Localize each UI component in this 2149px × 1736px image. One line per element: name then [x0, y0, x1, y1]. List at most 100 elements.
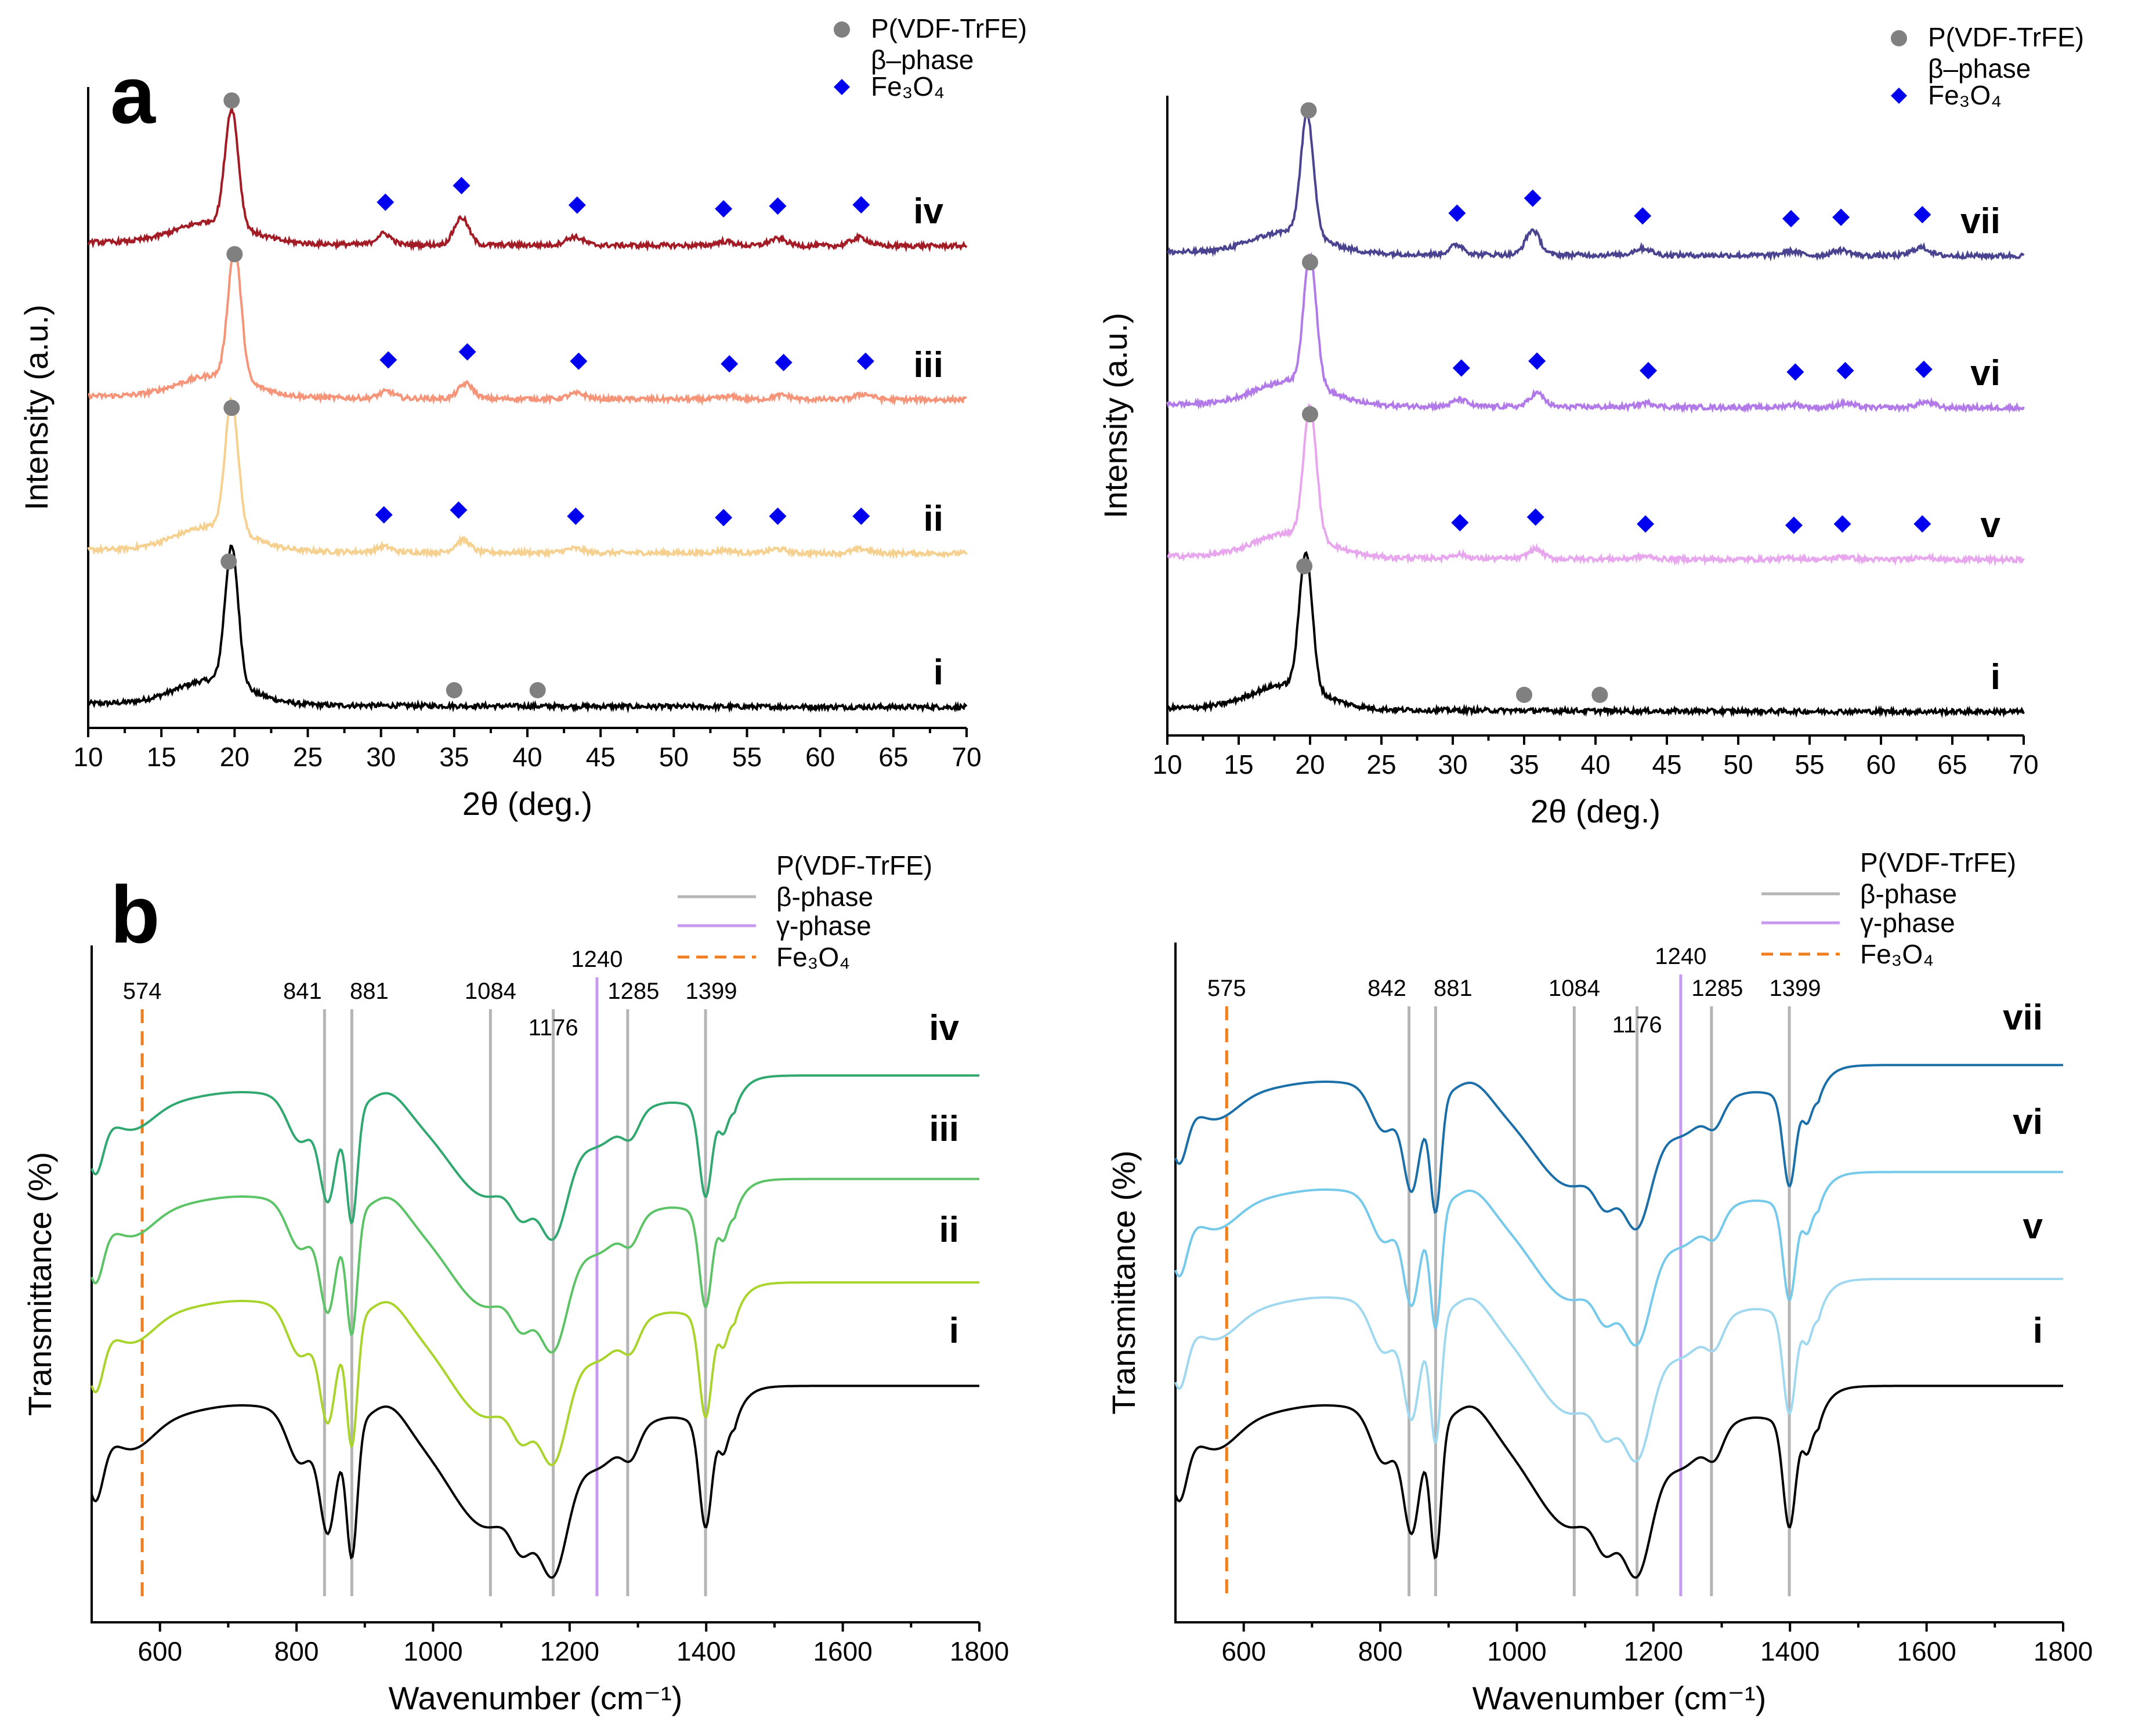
- x-tick-label: 1000: [403, 1636, 462, 1666]
- beta-phase-marker: [1296, 558, 1313, 575]
- legend-label: Fe₃O₄: [1860, 939, 1934, 969]
- curve-label-i: i: [2033, 1311, 2043, 1351]
- fe3o4-marker: [715, 509, 733, 527]
- ref-label-575: 575: [1207, 976, 1246, 1001]
- ftir-series-v: [1174, 1278, 2063, 1463]
- legend-diamond-marker: [834, 79, 850, 95]
- ref-label-841: 841: [283, 978, 322, 1004]
- y-axis-label: Transmittance (%): [1105, 1150, 1142, 1414]
- curve-label-ii: ii: [939, 1210, 959, 1250]
- legend-label: Fe₃O₄: [776, 942, 850, 972]
- beta-phase-marker: [529, 682, 546, 698]
- ftir-series-iv: [91, 1074, 979, 1241]
- ref-label-1240: 1240: [571, 947, 623, 972]
- fe3o4-marker: [1832, 208, 1850, 226]
- x-tick-label: 20: [1295, 749, 1325, 780]
- x-tick-label: 65: [1937, 749, 1967, 780]
- legend-label: P(VDF-TrFE): [1928, 22, 2084, 52]
- beta-phase-marker: [223, 400, 240, 416]
- fe3o4-marker: [1526, 508, 1544, 526]
- x-tick-label: 50: [659, 742, 689, 772]
- curve-label-vii: vii: [1960, 201, 2000, 241]
- x-tick-label: 1400: [676, 1636, 736, 1666]
- curve-label-i: i: [949, 1311, 959, 1351]
- beta-phase-marker: [1302, 406, 1318, 423]
- ref-label-1285: 1285: [607, 978, 659, 1004]
- x-tick-label: 70: [2009, 749, 2038, 780]
- legend-circle-marker: [834, 21, 850, 38]
- x-axis-label: Wavenumber (cm⁻¹): [389, 1680, 683, 1716]
- ref-label-574: 574: [123, 978, 162, 1004]
- legend-label: Fe₃O₄: [871, 71, 945, 102]
- fe3o4-marker: [1451, 514, 1469, 532]
- ftir-series-i: [1174, 1385, 2063, 1579]
- fe3o4-marker: [1786, 363, 1804, 381]
- fe3o4-marker: [458, 343, 476, 361]
- ref-label-1176: 1176: [1612, 1012, 1662, 1038]
- curve-label-vii: vii: [2003, 998, 2043, 1038]
- x-tick-label: 40: [512, 742, 542, 772]
- y-axis-label: Transmittance (%): [21, 1152, 58, 1416]
- x-tick-label: 35: [439, 742, 469, 772]
- ref-label-1084: 1084: [465, 978, 516, 1004]
- ref-label-881: 881: [1434, 976, 1473, 1001]
- fe3o4-marker: [379, 351, 397, 369]
- fe3o4-marker: [852, 507, 870, 525]
- y-axis-label: Intensity (a.u.): [1097, 313, 1134, 519]
- curve-label-vi: vi: [2013, 1102, 2043, 1142]
- y-axis-label: Intensity (a.u.): [18, 305, 55, 510]
- fe3o4-marker: [1915, 360, 1933, 378]
- legend-label: γ-phase: [776, 911, 871, 941]
- fe3o4-marker: [769, 197, 787, 215]
- fe3o4-marker: [377, 193, 395, 211]
- curve-label-v: v: [1981, 505, 2001, 545]
- legend-diamond-marker: [1891, 88, 1907, 104]
- x-tick-label: 60: [1866, 749, 1895, 780]
- axis-frame: [1174, 943, 2063, 1623]
- fe3o4-marker: [715, 200, 733, 218]
- x-tick-label: 15: [1224, 749, 1253, 780]
- x-tick-label: 600: [138, 1636, 182, 1666]
- fe3o4-marker: [375, 506, 393, 524]
- curve-label-iii: iii: [929, 1109, 959, 1149]
- beta-phase-marker: [1302, 254, 1318, 271]
- curve-label-i: i: [934, 653, 943, 693]
- beta-phase-marker: [1300, 102, 1317, 119]
- x-tick-label: 1600: [813, 1636, 872, 1666]
- x-tick-label: 60: [805, 742, 835, 772]
- x-tick-label: 45: [586, 742, 616, 772]
- ref-label-1240: 1240: [1655, 944, 1706, 969]
- x-tick-label: 70: [952, 742, 981, 772]
- xrd-series-i: [87, 544, 968, 713]
- x-tick-label: 1200: [1624, 1636, 1683, 1666]
- fe3o4-marker: [1452, 359, 1470, 377]
- x-tick-label: 50: [1723, 749, 1753, 780]
- beta-phase-marker: [223, 92, 240, 109]
- x-axis-label: 2θ (deg.): [462, 785, 592, 822]
- ref-label-842: 842: [1367, 976, 1406, 1001]
- legend-label: Fe₃O₄: [1928, 80, 2002, 110]
- beta-phase-marker: [1516, 687, 1532, 703]
- ref-label-1084: 1084: [1549, 976, 1600, 1001]
- fe3o4-marker: [450, 501, 468, 519]
- fe3o4-marker: [1836, 361, 1854, 379]
- ftir-series-iii: [91, 1177, 979, 1354]
- x-tick-label: 20: [220, 742, 249, 772]
- legend-label: β–phase: [1928, 53, 2031, 84]
- ref-label-1399: 1399: [686, 978, 737, 1004]
- curve-label-ii: ii: [924, 499, 943, 539]
- ftir-right-chart: 600 800 1000 1200 1400 1600 1800 Wavenumber (cm…: [1105, 847, 2093, 1716]
- fe3o4-marker: [570, 352, 588, 370]
- xrd-series-i: [1166, 551, 2025, 719]
- x-tick-label: 1400: [1760, 1636, 1819, 1666]
- x-tick-label: 55: [1795, 749, 1824, 780]
- xrd-series-vi: [1166, 252, 2025, 414]
- fe3o4-marker: [567, 508, 585, 525]
- beta-phase-marker: [220, 553, 237, 570]
- curve-label-iv: iv: [929, 1008, 959, 1048]
- xrd-series-iv: [87, 107, 968, 253]
- x-axis-label: Wavenumber (cm⁻¹): [1473, 1680, 1767, 1716]
- x-tick-label: 15: [147, 742, 176, 772]
- legend-label: β-phase: [1860, 879, 1957, 909]
- legend-label: β–phase: [871, 45, 974, 75]
